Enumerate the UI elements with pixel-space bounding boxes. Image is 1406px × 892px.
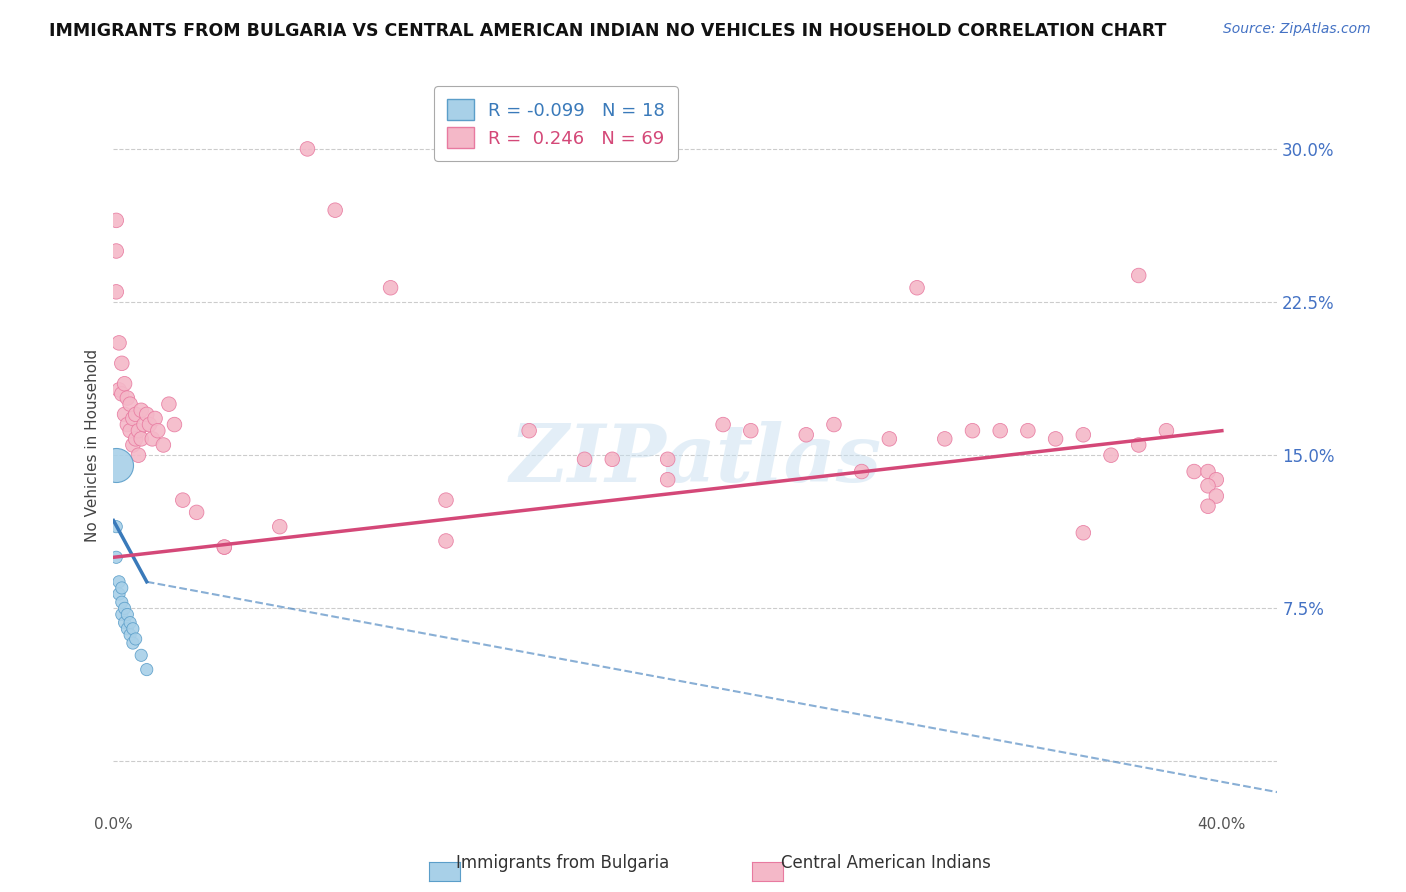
Point: [823, 417, 845, 432]
Point: [1099, 448, 1122, 462]
Text: Central American Indians: Central American Indians: [780, 855, 991, 872]
Point: [105, 458, 128, 473]
Point: [120, 397, 142, 411]
Point: [214, 540, 236, 554]
Point: [120, 615, 142, 630]
Point: [141, 432, 163, 446]
Point: [135, 408, 157, 422]
Point: [157, 397, 180, 411]
Point: [434, 533, 457, 548]
Point: [740, 424, 762, 438]
Point: [105, 213, 128, 227]
Point: [1017, 424, 1039, 438]
Point: [117, 607, 139, 622]
Point: [135, 663, 157, 677]
Point: [105, 519, 128, 533]
Point: [108, 383, 131, 397]
Point: [105, 550, 128, 565]
Point: [146, 424, 169, 438]
Point: [138, 417, 160, 432]
Point: [105, 244, 128, 258]
Point: [1182, 465, 1205, 479]
Point: [105, 285, 128, 299]
Point: [1197, 479, 1219, 493]
Point: [434, 493, 457, 508]
Point: [657, 473, 679, 487]
Point: [1045, 432, 1067, 446]
Point: [269, 519, 291, 533]
Point: [879, 432, 901, 446]
Point: [172, 493, 194, 508]
Point: [152, 438, 174, 452]
Point: [111, 356, 134, 370]
Point: [111, 595, 134, 609]
Point: [380, 281, 402, 295]
Legend: R = -0.099   N = 18, R =  0.246   N = 69: R = -0.099 N = 18, R = 0.246 N = 69: [434, 87, 678, 161]
Point: [117, 622, 139, 636]
Point: [214, 540, 236, 554]
Point: [132, 417, 155, 432]
Point: [1071, 427, 1094, 442]
Point: [851, 465, 873, 479]
Text: Source: ZipAtlas.com: Source: ZipAtlas.com: [1223, 22, 1371, 37]
Point: [127, 448, 149, 462]
Point: [124, 408, 146, 422]
Point: [1156, 424, 1178, 438]
Point: [1197, 465, 1219, 479]
Point: [122, 438, 145, 452]
Point: [111, 607, 134, 622]
Point: [1197, 500, 1219, 514]
Point: [297, 142, 319, 156]
Point: [129, 648, 152, 663]
Point: [111, 581, 134, 595]
Point: [120, 628, 142, 642]
Point: [143, 411, 166, 425]
Point: [1205, 489, 1227, 503]
Point: [108, 574, 131, 589]
Point: [117, 391, 139, 405]
Point: [122, 411, 145, 425]
Point: [163, 417, 186, 432]
Point: [1205, 473, 1227, 487]
Point: [934, 432, 956, 446]
Point: [962, 424, 984, 438]
Point: [323, 203, 346, 218]
Point: [657, 452, 679, 467]
Point: [988, 424, 1011, 438]
Point: [114, 376, 136, 391]
Point: [1071, 525, 1094, 540]
Point: [794, 427, 817, 442]
Point: [1128, 268, 1150, 283]
Point: [111, 387, 134, 401]
Point: [117, 417, 139, 432]
Point: [129, 432, 152, 446]
Point: [114, 615, 136, 630]
Point: [108, 587, 131, 601]
Point: [574, 452, 596, 467]
Point: [129, 403, 152, 417]
Y-axis label: No Vehicles in Household: No Vehicles in Household: [86, 349, 100, 541]
Point: [122, 636, 145, 650]
Text: ZIPatlas: ZIPatlas: [509, 421, 882, 499]
Point: [114, 601, 136, 615]
Text: Immigrants from Bulgaria: Immigrants from Bulgaria: [456, 855, 669, 872]
Point: [127, 424, 149, 438]
Point: [108, 335, 131, 350]
Point: [905, 281, 928, 295]
Point: [124, 632, 146, 646]
Point: [1128, 438, 1150, 452]
Point: [711, 417, 734, 432]
Point: [600, 452, 623, 467]
Point: [114, 408, 136, 422]
Point: [120, 424, 142, 438]
Text: IMMIGRANTS FROM BULGARIA VS CENTRAL AMERICAN INDIAN NO VEHICLES IN HOUSEHOLD COR: IMMIGRANTS FROM BULGARIA VS CENTRAL AMER…: [49, 22, 1167, 40]
Point: [124, 432, 146, 446]
Point: [122, 622, 145, 636]
Point: [517, 424, 540, 438]
Point: [186, 505, 208, 519]
